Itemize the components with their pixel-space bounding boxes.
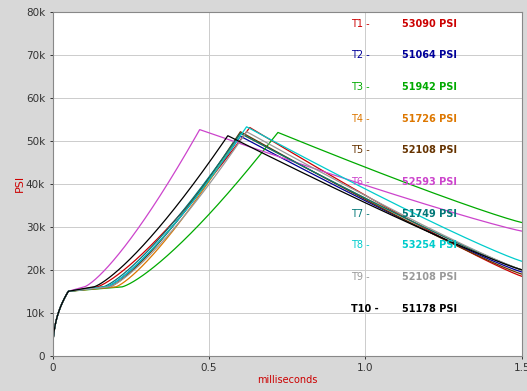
- Text: 51942 PSI: 51942 PSI: [402, 82, 457, 92]
- Text: T10 -: T10 -: [350, 303, 378, 314]
- Text: T9 -: T9 -: [350, 272, 369, 282]
- Text: 51064 PSI: 51064 PSI: [402, 50, 457, 60]
- Text: T3 -: T3 -: [350, 82, 369, 92]
- Text: T6 -: T6 -: [350, 177, 369, 187]
- Text: 53254 PSI: 53254 PSI: [402, 240, 457, 250]
- Text: T1 -: T1 -: [350, 19, 369, 29]
- Text: T2 -: T2 -: [350, 50, 369, 60]
- Text: 51749 PSI: 51749 PSI: [402, 208, 457, 219]
- Text: T8 -: T8 -: [350, 240, 369, 250]
- Text: T4 -: T4 -: [350, 113, 369, 124]
- Text: 52593 PSI: 52593 PSI: [402, 177, 457, 187]
- Text: 52108 PSI: 52108 PSI: [402, 145, 457, 155]
- Text: 52108 PSI: 52108 PSI: [402, 272, 457, 282]
- Text: 53090 PSI: 53090 PSI: [402, 19, 457, 29]
- Text: T7 -: T7 -: [350, 208, 369, 219]
- Y-axis label: PSI: PSI: [14, 175, 24, 192]
- X-axis label: milliseconds: milliseconds: [257, 375, 317, 385]
- Text: T5 -: T5 -: [350, 145, 369, 155]
- Text: 51178 PSI: 51178 PSI: [402, 303, 457, 314]
- Text: 51726 PSI: 51726 PSI: [402, 113, 457, 124]
